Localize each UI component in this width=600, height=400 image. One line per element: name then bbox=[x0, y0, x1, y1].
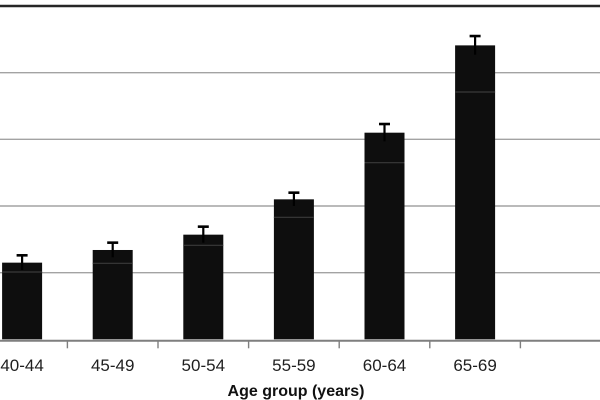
bar-65-69 bbox=[455, 45, 496, 340]
x-tick-labels: 40-44 45-49 50-54 55-59 60-64 65-69 bbox=[0, 356, 496, 375]
x-axis bbox=[0, 339, 600, 349]
bar-50-54 bbox=[183, 234, 224, 340]
bars bbox=[2, 45, 496, 340]
x-tick-label-65-69: 65-69 bbox=[453, 356, 496, 375]
x-axis-title: Age group (years) bbox=[228, 383, 365, 400]
bar-55-59 bbox=[273, 199, 314, 340]
x-tick-label-60-64: 60-64 bbox=[363, 356, 406, 375]
gridlines bbox=[0, 4, 600, 274]
x-tick-label-40-44: 40-44 bbox=[0, 356, 43, 375]
x-tick-label-50-54: 50-54 bbox=[182, 356, 225, 375]
x-tick-label-45-49: 45-49 bbox=[91, 356, 134, 375]
bar-40-44 bbox=[2, 262, 43, 340]
bar-45-49 bbox=[92, 249, 133, 340]
error-bars bbox=[16, 34, 481, 270]
x-tick-label-55-59: 55-59 bbox=[272, 356, 315, 375]
bar-60-64 bbox=[364, 132, 405, 340]
